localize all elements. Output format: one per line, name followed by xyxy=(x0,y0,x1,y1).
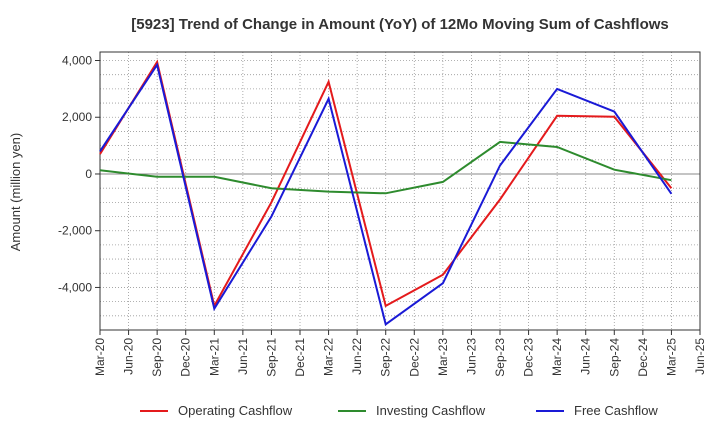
x-tick-label: Mar-22 xyxy=(322,338,336,376)
x-tick-label: Sep-22 xyxy=(379,338,393,377)
x-tick-label: Dec-20 xyxy=(179,338,193,377)
x-tick-label: Jun-21 xyxy=(236,338,250,375)
grid xyxy=(99,52,701,331)
series-lines xyxy=(99,59,673,326)
x-tick-label: Mar-25 xyxy=(664,338,678,376)
x-tick-label: Mar-20 xyxy=(93,338,107,376)
x-tick-label: Jun-25 xyxy=(693,338,707,375)
y-tick-label: -2,000 xyxy=(58,224,92,238)
x-tick-label: Sep-24 xyxy=(607,338,621,377)
x-tick-label: Dec-22 xyxy=(407,338,421,377)
x-tick-label: Mar-24 xyxy=(550,338,564,376)
x-tick-label: Jun-23 xyxy=(464,338,478,375)
plot-frame xyxy=(99,51,701,331)
x-tick-label: Sep-20 xyxy=(150,338,164,377)
axes: 4,000 2,000 0 -2,000 -4,000 Mar-20 Jun-20 Sep-2… xyxy=(58,51,707,377)
x-tick-label: Jun-24 xyxy=(579,338,593,375)
x-tick-label: Dec-24 xyxy=(636,338,650,377)
y-tick-label: 2,000 xyxy=(62,110,92,124)
y-axis-label: Amount (million yen) xyxy=(8,133,23,252)
legend: Operating Cashflow Investing Cashflow Free… xyxy=(140,403,658,418)
x-tick-label: Mar-23 xyxy=(436,338,450,376)
x-tick-label: Mar-21 xyxy=(207,338,221,376)
x-tick-label: Jun-20 xyxy=(122,338,136,375)
x-tick-label: Sep-23 xyxy=(493,338,507,377)
chart-title: [5923] Trend of Change in Amount (YoY) o… xyxy=(131,16,669,33)
y-tick-label: 4,000 xyxy=(62,54,92,68)
x-tick-label: Sep-21 xyxy=(264,338,278,377)
legend-label: Free Cashflow xyxy=(574,403,658,418)
legend-label: Investing Cashflow xyxy=(376,403,486,418)
legend-label: Operating Cashflow xyxy=(178,403,293,418)
series-line-free-cashflow xyxy=(99,62,673,326)
x-tick-label: Dec-23 xyxy=(522,338,536,377)
y-tick-label: 0 xyxy=(85,167,92,181)
x-tick-label: Dec-21 xyxy=(293,338,307,377)
series-line-investing-cashflow xyxy=(99,140,672,195)
x-tick-label: Jun-22 xyxy=(350,338,364,375)
y-tick-label: -4,000 xyxy=(58,280,92,294)
